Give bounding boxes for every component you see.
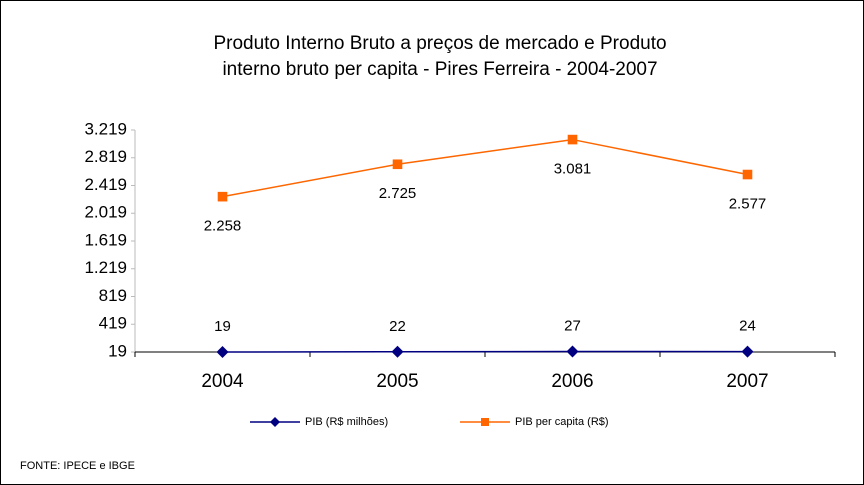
point [567,134,578,145]
point [741,345,754,358]
data-label: 2.577 [729,196,767,213]
x-tick-label: 2007 [726,371,768,392]
y-tick-label: 2.019 [84,203,127,222]
point [217,191,228,202]
chart-title: interno bruto per capita - Pires Ferreir… [222,59,657,80]
y-tick-label: 1.619 [84,230,127,249]
y-tick-label: 2.819 [84,147,127,166]
point [566,345,579,358]
y-tick-label: 419 [99,314,127,333]
y-tick-label: 1.219 [84,258,127,277]
source-note: FONTE: IPECE e IBGE [20,460,135,472]
legend-label: PIB per capita (R$) [515,416,609,428]
y-tick-label: 2.419 [84,175,127,194]
data-label: 24 [739,318,756,335]
point [481,418,489,426]
series-line [222,350,748,353]
data-label: 27 [564,317,581,334]
legend-label: PIB (R$ milhões) [305,416,388,428]
x-tick-label: 2006 [551,371,593,392]
y-tick-label: 3.219 [84,119,127,138]
point [216,346,229,358]
chart-title: Produto Interno Bruto a preços de mercad… [213,33,666,54]
point [392,159,403,170]
data-label: 22 [389,318,406,335]
point [391,345,404,358]
point [270,417,280,427]
x-tick-label: 2005 [376,371,418,392]
data-label: 19 [214,318,231,335]
data-label: 2.725 [379,185,417,202]
x-tick-label: 2004 [201,371,244,392]
series-line [222,138,748,198]
data-label: 3.081 [554,161,592,178]
point [742,169,753,180]
data-label: 2.258 [204,218,242,235]
y-tick-label: 819 [99,286,127,305]
y-tick-label: 19 [108,341,127,360]
